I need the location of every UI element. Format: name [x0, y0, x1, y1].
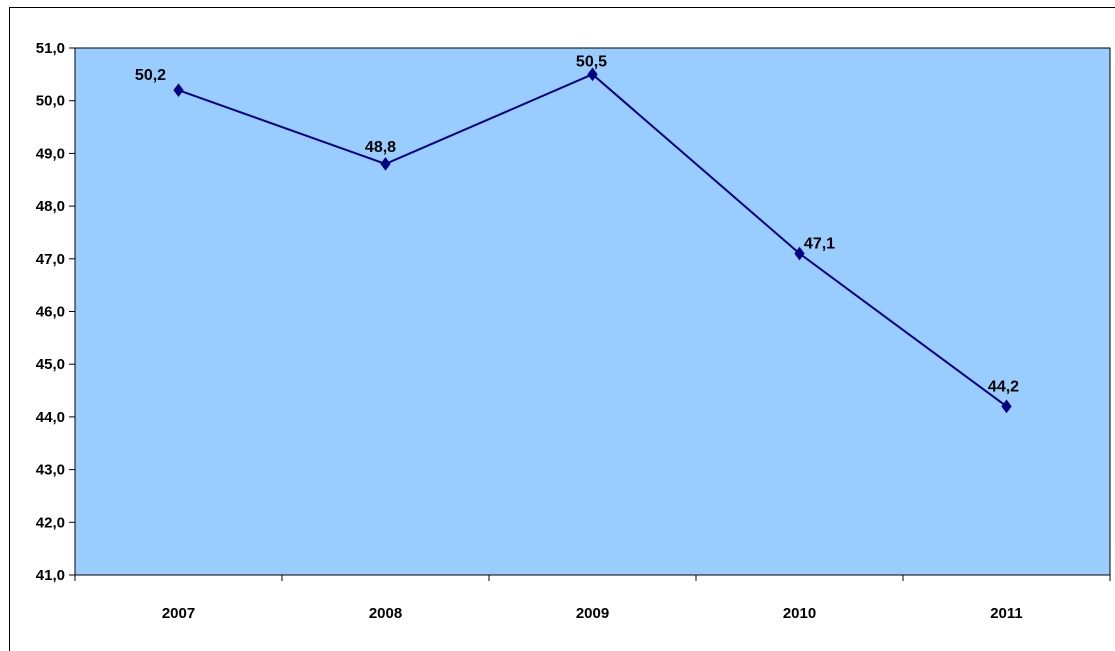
- data-label: 50,2: [135, 67, 166, 84]
- data-label: 50,5: [576, 53, 607, 70]
- chart-frame: [9, 7, 1115, 651]
- data-label: 47,1: [804, 236, 835, 253]
- x-tick-label: 2009: [576, 605, 609, 622]
- y-tick-label: 47,0: [36, 251, 65, 268]
- y-tick-label: 48,0: [36, 198, 65, 215]
- data-point-diamond-icon: [380, 157, 391, 171]
- y-tick-label: 45,0: [36, 356, 65, 373]
- data-label: 48,8: [365, 139, 396, 156]
- y-tick-label: 44,0: [36, 409, 65, 426]
- y-tick-label: 46,0: [36, 304, 65, 321]
- data-point-diamond-icon: [173, 83, 184, 97]
- y-tick-label: 41,0: [36, 567, 65, 584]
- y-tick-label: 42,0: [36, 514, 65, 531]
- data-label: 44,2: [988, 378, 1019, 395]
- x-axis: 2007 2008 2009 2010 2011: [74, 575, 1111, 622]
- y-axis: 41,0 42,0 43,0 44,0 45,0 46,0 47,0 48,0 49,0 50,0…: [36, 40, 75, 584]
- x-tick-label: 2007: [162, 605, 195, 622]
- y-tick-label: 43,0: [36, 462, 65, 479]
- x-tick-label: 2008: [369, 605, 402, 622]
- data-point-diamond-icon: [587, 67, 598, 82]
- y-tick-label: 50,0: [36, 93, 65, 110]
- series-layer: [173, 67, 1012, 414]
- data-point-diamond-icon: [794, 246, 805, 261]
- x-tick-label: 2011: [990, 605, 1023, 622]
- data-point-diamond-icon: [1001, 399, 1012, 414]
- y-tick-label: 51,0: [36, 40, 65, 57]
- data-label-layer: 50,2 48,8 50,5 47,1 44,2: [135, 53, 1019, 395]
- x-tick-label: 2010: [783, 605, 816, 622]
- y-tick-label: 49,0: [36, 145, 65, 162]
- plot-area: [74, 47, 1111, 576]
